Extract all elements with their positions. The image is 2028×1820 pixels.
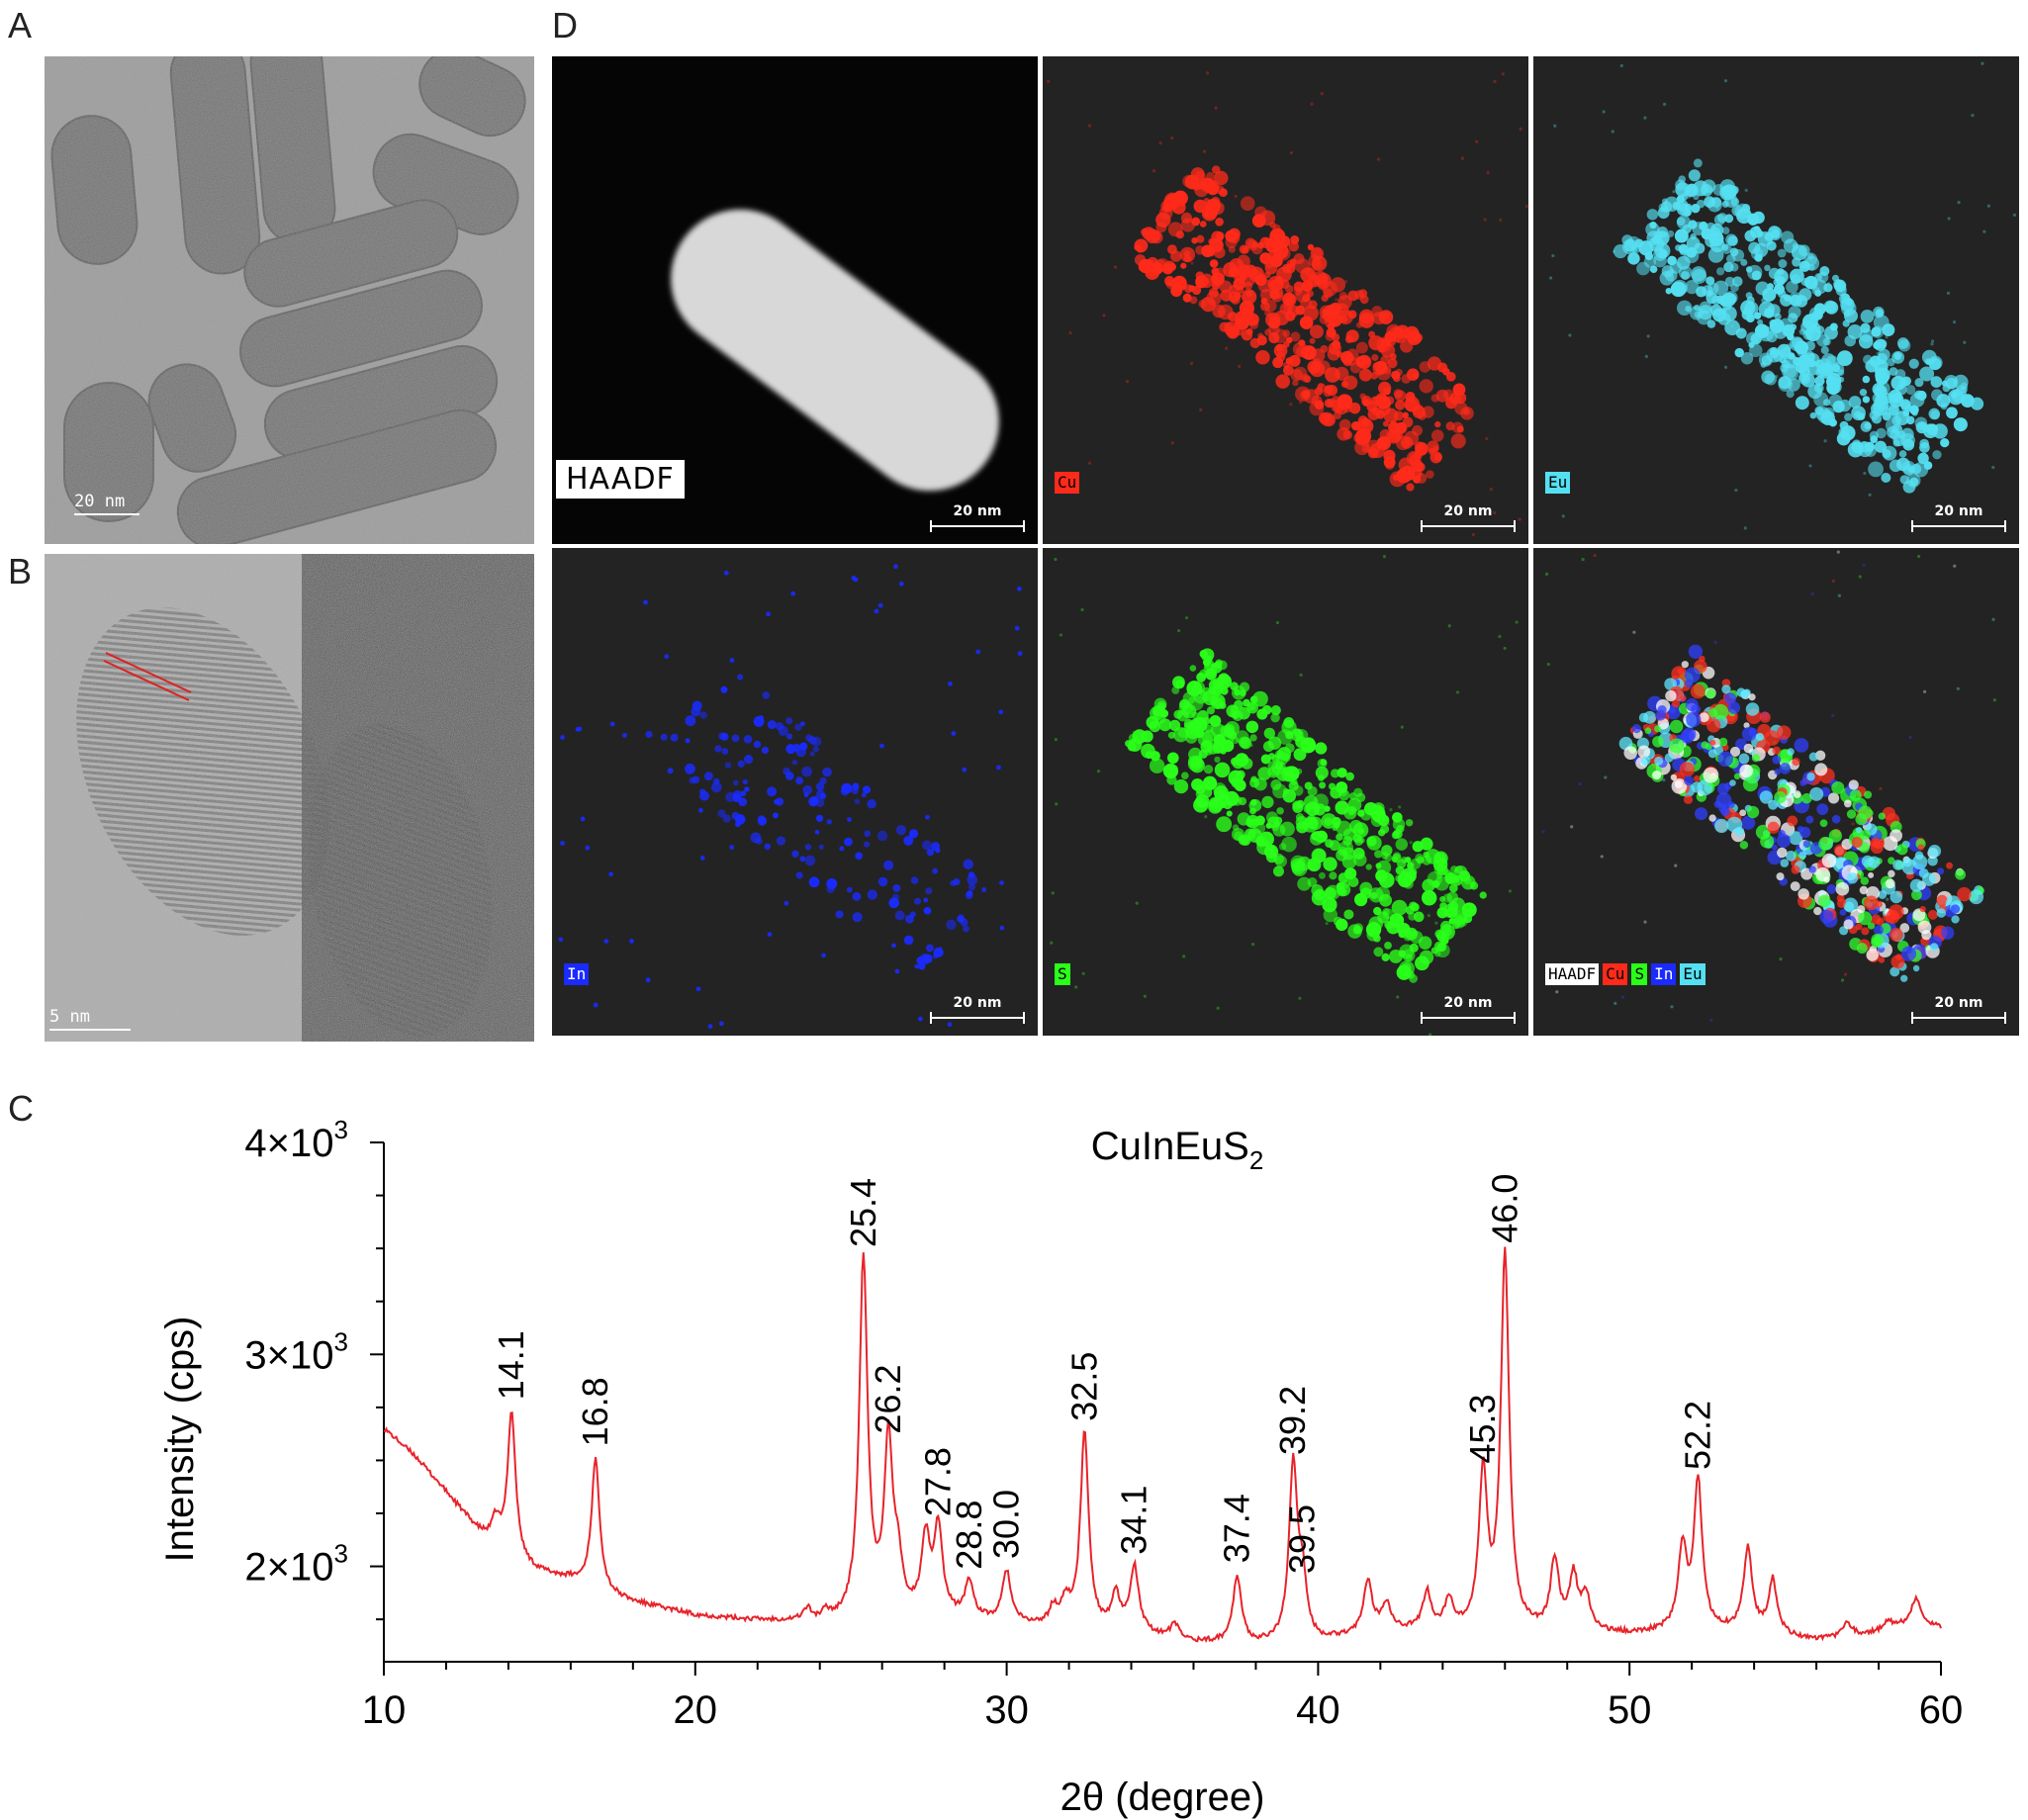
panel-letter-a: A	[8, 5, 33, 46]
peak-label: 16.8	[575, 1377, 615, 1446]
x-axis-label: 2θ (degree)	[1060, 1775, 1265, 1819]
overlay-legend: HAADF Cu S In Eu	[1545, 963, 1705, 985]
y-tick-mantissa: 4×10	[244, 1122, 333, 1165]
scale-label-overlay: 20 nm	[1934, 995, 1983, 1011]
eds-map-overlay: HAADF Cu S In Eu 20 nm	[1533, 548, 2019, 1036]
peak-label: 39.2	[1272, 1386, 1313, 1455]
y-axis-label: Intensity (cps)	[158, 1317, 202, 1563]
overlay-legend-eu: Eu	[1680, 963, 1705, 985]
panel-letter-c: C	[8, 1088, 34, 1129]
y-tick-label: 3×103	[244, 1326, 348, 1377]
x-tick-label: 60	[1919, 1688, 1964, 1732]
peak-label: 28.8	[949, 1501, 989, 1570]
scale-bar-cu: 20 nm	[1421, 503, 1516, 532]
peak-label: 52.2	[1677, 1401, 1717, 1470]
map-label-s: S	[1055, 963, 1070, 985]
hrtem-image-b	[45, 554, 534, 1042]
peak-label: 27.8	[917, 1447, 958, 1516]
peak-label: 45.3	[1462, 1394, 1503, 1463]
scale-bar-haadf: 20 nm	[930, 503, 1025, 532]
panel-letter-d: D	[552, 5, 578, 46]
y-tick-exponent: 3	[334, 1326, 348, 1356]
overlay-legend-s: S	[1631, 963, 1648, 985]
peak-label: 14.1	[491, 1330, 531, 1400]
y-tick-exponent: 3	[334, 1115, 348, 1144]
scale-bar-s: 20 nm	[1421, 995, 1516, 1024]
scale-label-haadf: 20 nm	[953, 503, 1002, 519]
x-tick-label: 30	[984, 1688, 1029, 1732]
overlay-legend-cu: Cu	[1603, 963, 1628, 985]
map-label-cu: Cu	[1055, 472, 1080, 494]
peak-label: 25.4	[843, 1178, 883, 1247]
map-label-eu: Eu	[1545, 472, 1571, 494]
peak-label: 26.2	[868, 1364, 908, 1433]
peak-label: 32.5	[1063, 1352, 1104, 1421]
xrd-trace	[383, 1246, 1942, 1644]
peak-label: 34.1	[1114, 1486, 1154, 1555]
x-tick-label: 20	[674, 1688, 718, 1732]
eds-map-s: S 20 nm	[1043, 548, 1528, 1036]
y-tick-exponent: 3	[334, 1539, 348, 1569]
panel-letter-b: B	[8, 551, 33, 592]
peak-label: 37.4	[1217, 1494, 1257, 1563]
map-label-haadf: HAADF	[556, 460, 685, 499]
y-tick-label: 2×103	[244, 1539, 348, 1590]
peak-labels: 14.1 16.8 25.4 26.227.828.830.0 32.5 34.1 37.4…	[491, 1174, 1717, 1574]
eds-map-cu: Cu 20 nm	[1043, 56, 1528, 544]
eds-map-haadf: HAADF 20 nm	[552, 56, 1038, 544]
scale-label-a: 20 nm	[74, 492, 126, 511]
eds-map-in: In 20 nm	[552, 548, 1038, 1036]
peak-label: 46.0	[1484, 1174, 1524, 1243]
y-tick-mantissa: 3×10	[244, 1333, 333, 1377]
scale-label-b: 5 nm	[49, 1007, 90, 1027]
x-tick-label: 40	[1296, 1688, 1340, 1732]
scale-label-eu: 20 nm	[1934, 503, 1983, 519]
overlay-legend-in: In	[1651, 963, 1677, 985]
overlay-legend-haadf: HAADF	[1545, 963, 1600, 985]
scale-label-in: 20 nm	[953, 995, 1002, 1011]
tem-image-a	[45, 56, 534, 544]
peak-label: 39.5	[1282, 1504, 1323, 1574]
scale-bar-in: 20 nm	[930, 995, 1025, 1024]
scale-bar-a: 20 nm	[74, 492, 139, 515]
y-tick-label: 4×103	[244, 1115, 348, 1165]
x-tick-label: 50	[1608, 1688, 1652, 1732]
eds-map-eu: Eu 20 nm	[1533, 56, 2019, 544]
scale-bar-b: 5 nm	[49, 1007, 131, 1031]
scale-bar-eu: 20 nm	[1911, 503, 2006, 532]
chart-title: CuInEuS2	[1091, 1125, 1264, 1175]
scale-label-cu: 20 nm	[1443, 503, 1493, 519]
y-tick-mantissa: 2×10	[244, 1546, 333, 1590]
map-label-in: In	[564, 963, 590, 985]
peak-label: 30.0	[986, 1490, 1027, 1559]
scale-bar-overlay: 20 nm	[1911, 995, 2006, 1024]
scale-label-s: 20 nm	[1443, 995, 1493, 1011]
x-tick-label: 10	[362, 1688, 407, 1732]
